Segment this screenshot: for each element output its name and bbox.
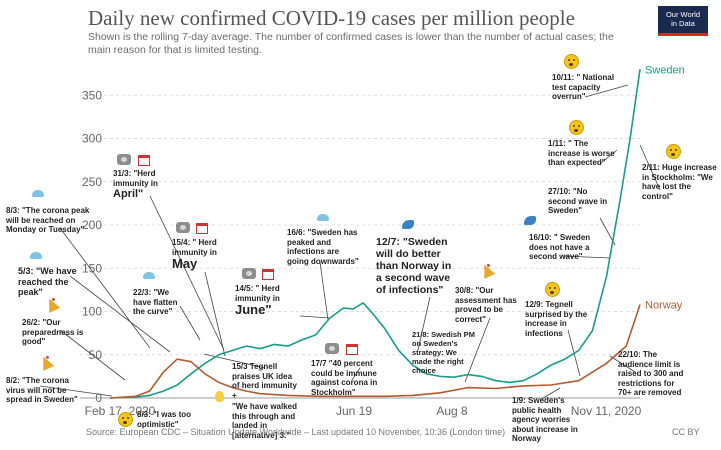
annotation-16-6-peaked: 16/6: "Sweden has peaked and infections …: [287, 228, 359, 266]
y-tick-label: 350: [82, 88, 102, 102]
x-tick-label: Nov 11, 2020: [571, 404, 642, 418]
annotation-walked-through: "We have walked this through and landed …: [232, 402, 298, 440]
x-tick-label: Feb 17, 2020: [85, 404, 156, 418]
annotation-leader-line: [203, 353, 266, 369]
chart-title: Daily new confirmed COVID-19 cases per m…: [88, 6, 575, 30]
owid-logo[interactable]: Our World in Data: [658, 6, 708, 36]
y-tick-label: 200: [82, 218, 102, 232]
series-line-sweden: [109, 69, 641, 399]
annotation-leader-line: [149, 195, 225, 351]
y-tick-label: 50: [89, 348, 103, 362]
annotation-22-10-audience-limit: 22/10: The audience limit is raised to 3…: [618, 350, 684, 397]
x-tick-label: Jun 19: [336, 404, 372, 418]
annotation-1-11-worse-than-expected: 1/11: " The increase is worse than expec…: [548, 139, 615, 167]
annotation-leader-line: [59, 227, 151, 349]
annotation-leader-line: [562, 255, 611, 259]
annotation-leader-line: [319, 261, 329, 321]
logo-line-2: in Data: [671, 19, 695, 28]
y-tick-label: 150: [82, 261, 102, 275]
annotation-leader-line: [584, 84, 629, 98]
cloud-icon: [317, 214, 329, 221]
podcast-icon: [117, 154, 131, 165]
annotation-16-10-no-second-wave: 16/10: " Sweden does not have a second w…: [529, 233, 591, 261]
worried-face-icon: [666, 144, 681, 159]
annotation-2-11-lost-control: 2/11: Huge increase in Stockholm: "We ha…: [642, 163, 717, 201]
y-tick-label: 250: [82, 175, 102, 189]
worried-face-icon: [545, 282, 560, 297]
annotation-15-4-herd-may: 15/4: " Herd immunity in: [172, 238, 217, 257]
annotation-8-3-too-optimistic: 8/3: "I was too optimistic": [137, 410, 192, 429]
podcast-icon: [176, 222, 190, 233]
annotation-leader-line: [39, 385, 113, 397]
y-tick-label: 300: [82, 132, 102, 146]
source-note[interactable]: Source: European CDC – Situation Update …: [86, 427, 506, 437]
annotation-17-7-immune-stockholm: 17/7 "40 percent could be immune against…: [311, 359, 378, 397]
annotation-leader-line: [59, 329, 126, 381]
worried-face-icon: [569, 120, 584, 135]
annotation-10-11-test-capacity: 10/11: " National test capacity overrun": [552, 73, 615, 101]
annotation-12-9-tegnell-surprised: 12/9: Tegnell surprised by the increase …: [525, 300, 588, 338]
podcast-icon: [242, 268, 256, 279]
calendar-icon: [138, 155, 150, 166]
y-tick-label: 100: [82, 305, 102, 319]
annotation-8-2-not-spread: 8/2: "The corona virus will not be sprea…: [6, 376, 78, 404]
cloud-icon: [143, 272, 155, 279]
annotation-31-3-april: April": [113, 188, 144, 200]
annotation-leader-line: [609, 355, 636, 373]
annotation-leader-line: [417, 296, 431, 351]
annotation-5-3-reached-peak: 5/3: "We have reached the peak": [18, 266, 77, 297]
calendar-icon: [346, 344, 358, 355]
cloud-icon: [32, 190, 44, 197]
wave-icon: [402, 220, 414, 229]
annotation-12-7-better-than-norway: 12/7: "Sweden will do better than Norway…: [376, 236, 452, 296]
annotation-leader-line: [464, 317, 491, 383]
calendar-icon: [196, 223, 208, 234]
cloud-icon: [30, 252, 42, 259]
annotation-leader-line: [639, 144, 661, 191]
annotation-31-3-herd-april: 31/3: "Herd immunity in: [113, 169, 158, 188]
license-label[interactable]: CC BY: [672, 427, 700, 437]
annotation-leader-line: [299, 315, 331, 319]
annotation-21-8-pm-right-choice: 21/8: Swedish PM on Sweden's strategy: W…: [412, 330, 475, 375]
annotation-leader-line: [599, 149, 618, 165]
chart-subtitle: Shown is the rolling 7-day average. The …: [88, 31, 614, 56]
logo-line-1: Our World: [665, 10, 701, 19]
lightbulb-icon: [215, 391, 224, 402]
annotation-8-3-peak: 8/3: "The corona peak will be reached on…: [6, 206, 90, 234]
x-tick-label: Aug 8: [436, 404, 468, 418]
worried-face-icon: [564, 54, 579, 69]
logo-accent-bar: [658, 33, 708, 36]
annotation-14-5-herd-june: 14/5: " Herd immunity in: [235, 284, 280, 303]
series-label-sweden: Sweden: [645, 64, 685, 76]
annotation-27-10-no-second-wave: 27/10: "No second wave in Sweden": [548, 187, 608, 215]
annotation-leader-line: [204, 271, 226, 357]
annotation-leader-line: [69, 275, 171, 353]
podcast-icon: [325, 343, 339, 354]
annotation-leader-line: [351, 367, 361, 381]
annotation-22-3-flatten: 22/3: "We have flatten the curve": [133, 288, 178, 316]
series-label-norway: Norway: [645, 300, 683, 312]
calendar-icon: [262, 269, 274, 280]
worried-face-icon: [118, 412, 133, 427]
annotation-26-2-preparedness: 26/2: "Our preparedness is good": [22, 318, 84, 346]
annotation-1-9-worries-norway: 1/9: Sweden's public health agency worri…: [512, 396, 578, 443]
wave-icon: [524, 216, 536, 225]
series-line-norway: [109, 304, 641, 399]
annotation-15-3-tegnell-uk: 15/3 Tegnell praises UK idea of herd imm…: [232, 362, 297, 400]
annotation-leader-line: [539, 387, 561, 401]
annotation-30-8-proved-correct: 30/8: "Our assessment has proved to be c…: [455, 286, 517, 324]
annotation-15-4-may: May: [172, 256, 198, 271]
annotation-leader-line: [179, 305, 201, 341]
annotation-14-5-june: June": [235, 302, 272, 317]
